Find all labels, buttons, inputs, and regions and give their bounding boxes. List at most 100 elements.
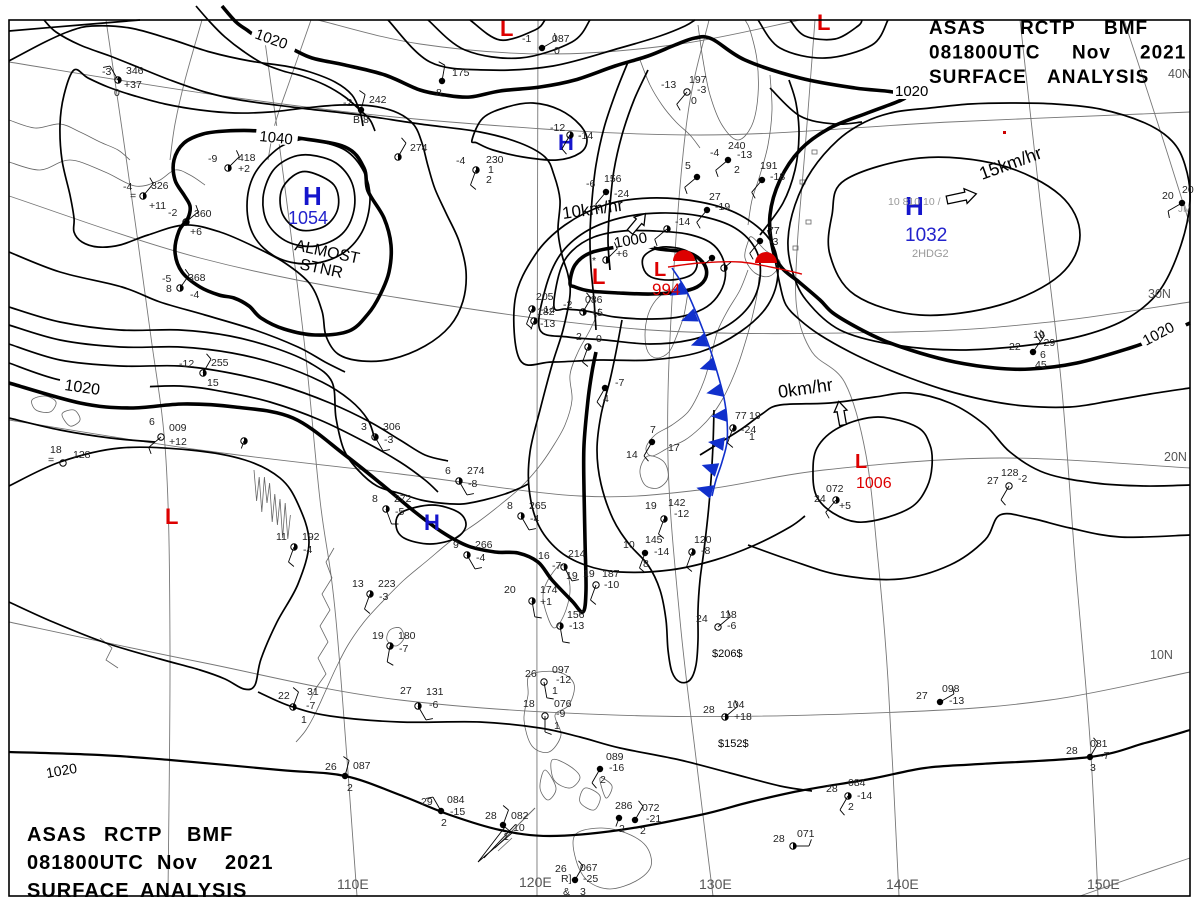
svg-text:-6: -6 bbox=[586, 178, 595, 190]
svg-text:223: 223 bbox=[378, 578, 396, 590]
svg-text:-3: -3 bbox=[697, 84, 706, 96]
svg-text:L: L bbox=[165, 504, 178, 529]
svg-text:Nov: Nov bbox=[157, 852, 198, 874]
svg-text:+37: +37 bbox=[124, 79, 142, 91]
svg-text:360: 360 bbox=[194, 208, 212, 220]
svg-text:-4: -4 bbox=[710, 147, 719, 159]
svg-text:27: 27 bbox=[987, 475, 999, 487]
svg-text:0: 0 bbox=[554, 45, 560, 57]
svg-text:286: 286 bbox=[615, 800, 633, 812]
svg-text:-6: -6 bbox=[727, 620, 736, 632]
svg-text:2: 2 bbox=[441, 817, 447, 829]
svg-text:18: 18 bbox=[523, 698, 535, 710]
svg-text:-21: -21 bbox=[646, 813, 661, 825]
svg-text:16: 16 bbox=[538, 550, 550, 562]
svg-text:1054: 1054 bbox=[288, 208, 328, 228]
svg-text:-19: -19 bbox=[715, 201, 730, 213]
svg-text:1: 1 bbox=[503, 831, 509, 843]
svg-text:-7: -7 bbox=[306, 700, 315, 712]
svg-text:418: 418 bbox=[238, 152, 256, 164]
svg-text:197: 197 bbox=[689, 74, 707, 86]
svg-text:3: 3 bbox=[580, 886, 586, 898]
svg-text:1: 1 bbox=[301, 714, 307, 726]
svg-text:994: 994 bbox=[652, 280, 680, 299]
svg-text:081800UTC: 081800UTC bbox=[929, 43, 1040, 64]
svg-text:087: 087 bbox=[353, 760, 371, 772]
svg-text:20: 20 bbox=[504, 584, 516, 596]
svg-text:-13: -13 bbox=[949, 695, 964, 707]
svg-text:31: 31 bbox=[307, 686, 319, 698]
svg-text:346: 346 bbox=[126, 65, 144, 77]
svg-text:1: 1 bbox=[552, 685, 558, 697]
svg-text:19: 19 bbox=[372, 630, 384, 642]
svg-text:&: & bbox=[563, 886, 570, 898]
svg-text:368: 368 bbox=[188, 272, 206, 284]
svg-text:$206$: $206$ bbox=[712, 648, 743, 660]
svg-text:130E: 130E bbox=[699, 876, 732, 892]
svg-text:142: 142 bbox=[668, 497, 686, 509]
svg-text:24: 24 bbox=[814, 493, 826, 505]
svg-text:072: 072 bbox=[642, 802, 660, 814]
svg-text:214: 214 bbox=[568, 548, 586, 560]
svg-text:L: L bbox=[654, 259, 666, 281]
svg-text:306: 306 bbox=[383, 421, 401, 433]
svg-text:1: 1 bbox=[488, 164, 494, 176]
svg-text:-8: -8 bbox=[701, 545, 710, 557]
svg-text:230: 230 bbox=[486, 154, 504, 166]
svg-text:2: 2 bbox=[576, 331, 582, 343]
svg-text:274: 274 bbox=[467, 465, 485, 477]
svg-text:-12: -12 bbox=[550, 122, 565, 134]
svg-text:ASAS: ASAS bbox=[27, 824, 87, 846]
svg-text:192: 192 bbox=[302, 531, 320, 543]
svg-text:140E: 140E bbox=[886, 876, 919, 892]
svg-text:2: 2 bbox=[848, 801, 854, 813]
svg-text:156: 156 bbox=[604, 173, 622, 185]
svg-text:20N: 20N bbox=[1164, 450, 1187, 464]
svg-text:28: 28 bbox=[485, 810, 497, 822]
svg-text:-13: -13 bbox=[540, 318, 555, 330]
svg-text:120E: 120E bbox=[519, 874, 552, 890]
svg-text:3: 3 bbox=[361, 421, 367, 433]
svg-text:28: 28 bbox=[1066, 745, 1078, 757]
svg-text:20: 20 bbox=[1162, 190, 1174, 202]
svg-text:8: 8 bbox=[643, 558, 649, 570]
svg-text:RCTP: RCTP bbox=[104, 824, 162, 846]
svg-text:067: 067 bbox=[580, 862, 598, 874]
svg-text:1: 1 bbox=[749, 431, 755, 443]
svg-text:6: 6 bbox=[149, 416, 155, 428]
svg-text:-3: -3 bbox=[384, 434, 393, 446]
svg-text:15: 15 bbox=[207, 377, 219, 389]
svg-text:RCTP: RCTP bbox=[1020, 18, 1076, 39]
svg-text:-6: -6 bbox=[429, 699, 438, 711]
svg-text:081: 081 bbox=[1090, 738, 1108, 750]
svg-text:19: 19 bbox=[749, 410, 761, 422]
svg-text:8: 8 bbox=[507, 500, 513, 512]
svg-text:L: L bbox=[592, 264, 605, 289]
svg-text:098: 098 bbox=[942, 683, 960, 695]
svg-text:-24: -24 bbox=[741, 424, 756, 436]
svg-text:8: 8 bbox=[436, 87, 442, 99]
svg-text:19: 19 bbox=[645, 500, 657, 512]
svg-text:8: 8 bbox=[363, 114, 369, 126]
svg-text:-12: -12 bbox=[674, 508, 689, 520]
svg-text:26: 26 bbox=[555, 863, 567, 875]
svg-text:-10: -10 bbox=[604, 579, 619, 591]
svg-text:180: 180 bbox=[398, 630, 416, 642]
svg-text:2021: 2021 bbox=[225, 852, 274, 874]
svg-text:0: 0 bbox=[596, 333, 602, 345]
svg-text:009: 009 bbox=[169, 422, 187, 434]
svg-text:104: 104 bbox=[727, 699, 745, 711]
svg-text:255: 255 bbox=[211, 357, 229, 369]
svg-text:145: 145 bbox=[645, 534, 663, 546]
svg-text:182: 182 bbox=[537, 306, 555, 318]
svg-text:097: 097 bbox=[552, 664, 570, 676]
svg-text:R]: R] bbox=[561, 873, 572, 885]
svg-text:-16: -16 bbox=[609, 762, 624, 774]
svg-text:11: 11 bbox=[276, 531, 287, 543]
svg-text:-7: -7 bbox=[615, 377, 624, 389]
svg-text:-4: -4 bbox=[123, 181, 132, 193]
svg-text:-2: -2 bbox=[563, 299, 572, 311]
svg-text:=: = bbox=[130, 190, 136, 202]
svg-text:156: 156 bbox=[567, 609, 585, 621]
svg-text:27: 27 bbox=[400, 685, 412, 697]
